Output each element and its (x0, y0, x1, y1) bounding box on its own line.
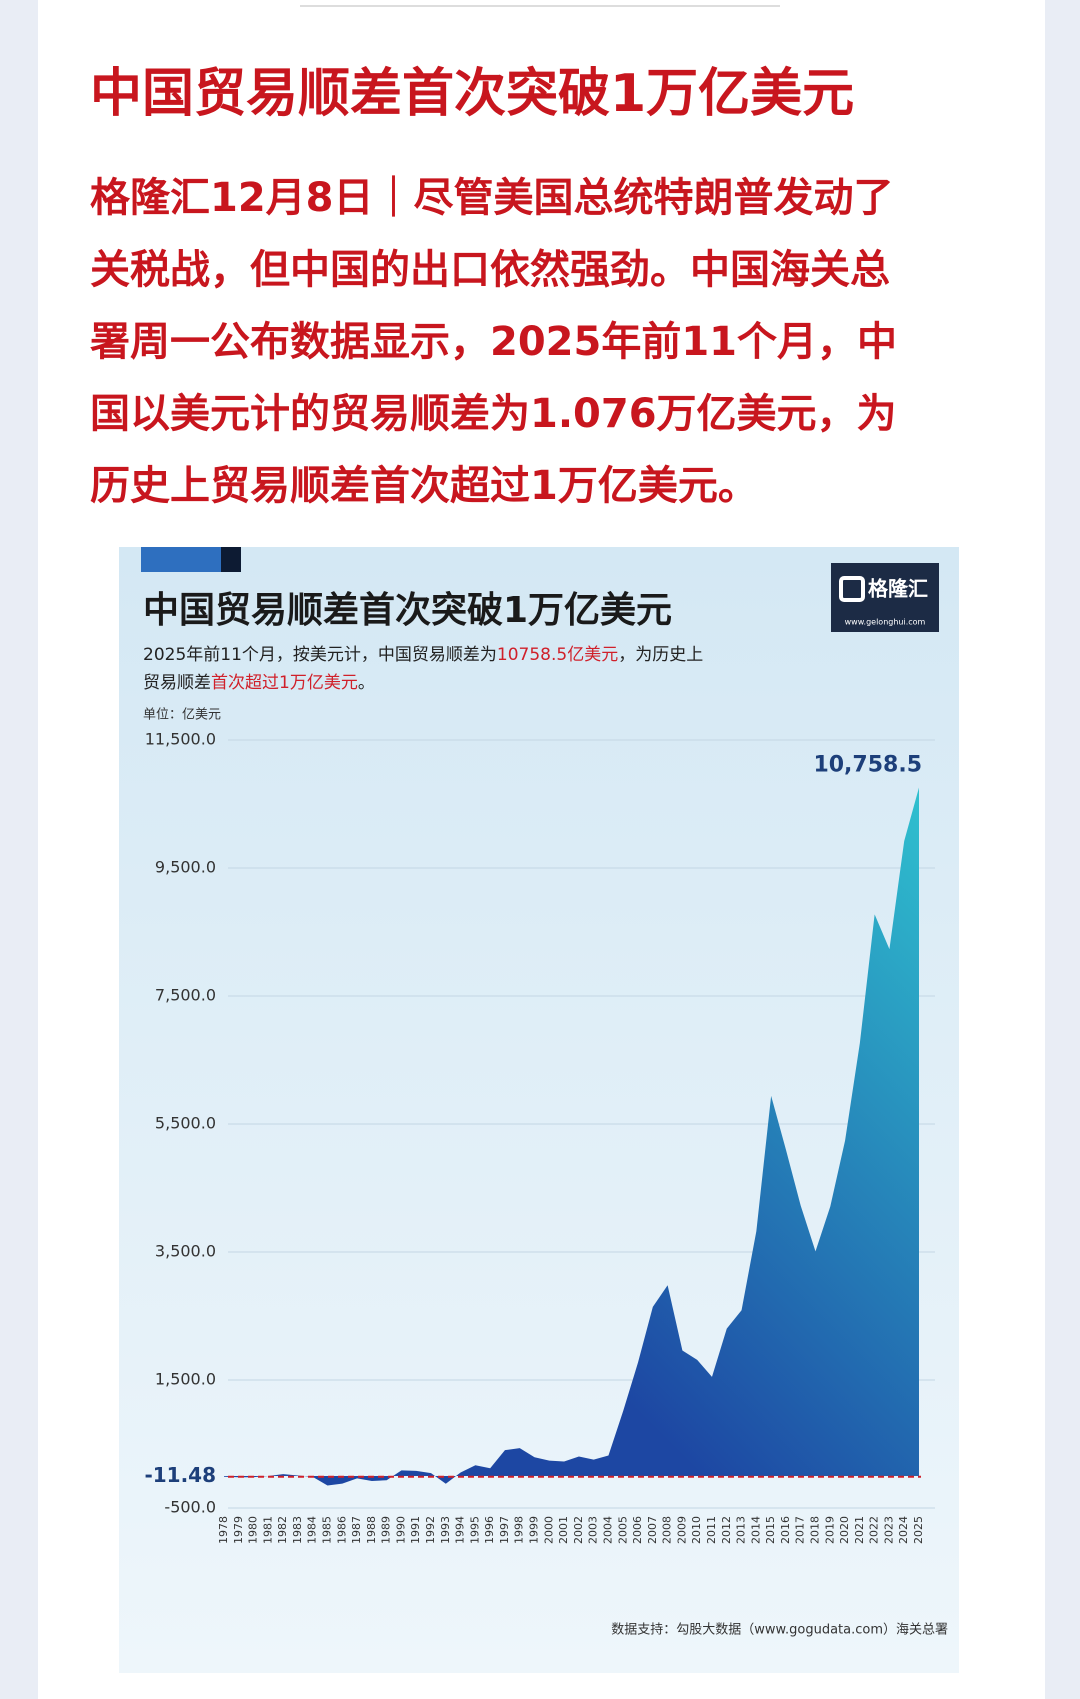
x-tick-label: 2022 (868, 1516, 881, 1544)
x-tick-label: 1979 (232, 1516, 245, 1544)
x-tick-label: 2003 (587, 1516, 600, 1544)
x-tick-label: 2014 (749, 1516, 762, 1544)
x-tick-label: 2017 (794, 1516, 807, 1544)
x-tick-label: 2019 (823, 1516, 836, 1544)
subtitle-line: 2025年前11个月，按美元计，中国贸易顺差为10758.5亿美元，为历史上 (143, 645, 703, 665)
x-tick-label: 1982 (276, 1516, 289, 1544)
x-tick-label: 2012 (720, 1516, 733, 1544)
subtitle-segment: 10758.5亿美元 (497, 645, 618, 665)
deco-bar (141, 547, 221, 572)
unit-label: 单位：亿美元 (143, 708, 221, 723)
x-tick-label: 2018 (808, 1516, 821, 1544)
x-tick-label: 1993 (439, 1516, 452, 1544)
chart-panel (119, 547, 959, 1673)
x-tick-label: 2009 (675, 1516, 688, 1544)
logo-box (831, 563, 939, 632)
x-tick-label: 2021 (853, 1516, 866, 1544)
body-line: 关税战，但中国的出口依然强劲。中国海关总 (90, 247, 890, 293)
y-tick-label: 1,500.0 (155, 1370, 216, 1389)
x-tick-label: 1995 (468, 1516, 481, 1544)
x-tick-label: 2016 (779, 1516, 792, 1544)
logo-icon (839, 576, 865, 602)
source: 数据支持：勾股大数据（www.gogudata.com）海关总署 (611, 1623, 948, 1638)
y-tick-label: 9,500.0 (155, 858, 216, 877)
x-tick-label: 2015 (764, 1516, 777, 1544)
x-tick-label: 2007 (646, 1516, 659, 1544)
x-tick-label: 2024 (897, 1516, 910, 1544)
x-tick-label: 2025 (912, 1516, 925, 1544)
body-line: 国以美元计的贸易顺差为1.076万亿美元，为 (90, 391, 897, 437)
y-tick-label: 5,500.0 (155, 1114, 216, 1133)
deco-bar (221, 547, 241, 572)
x-tick-label: 2010 (690, 1516, 703, 1544)
body-text: 格隆汇12月8日｜尽管美国总统特朗普发动了关税战，但中国的出口依然强劲。中国海关… (90, 175, 897, 509)
x-tick-label: 1991 (409, 1516, 422, 1544)
subtitle-segment: 2025年前11个月，按美元计，中国贸易顺差为 (143, 645, 497, 665)
body-line: 格隆汇12月8日｜尽管美国总统特朗普发动了 (90, 175, 894, 221)
x-tick-label: 2008 (661, 1516, 674, 1544)
x-tick-label: 1981 (261, 1516, 274, 1544)
x-tick-label: 1984 (306, 1516, 319, 1544)
x-tick-label: 1980 (247, 1516, 260, 1544)
subtitle-segment: 首次超过1万亿美元 (211, 673, 358, 693)
x-tick-label: 1992 (424, 1516, 437, 1544)
x-tick-label: 1999 (528, 1516, 541, 1544)
x-tick-label: 1996 (483, 1516, 496, 1544)
x-tick-label: 1985 (321, 1516, 334, 1544)
x-tick-label: 1983 (291, 1516, 304, 1544)
x-tick-label: 2004 (601, 1516, 614, 1544)
x-tick-label: 2013 (735, 1516, 748, 1544)
x-tick-label: 1987 (350, 1516, 363, 1544)
plot: -500.0 1,500.0 3,500.0 5,500.0 7,500.0 9,500.… (144, 730, 935, 1544)
subtitle-segment: ，为历史上 (618, 645, 703, 665)
body-line: 署周一公布数据显示，2025年前11个月，中 (90, 319, 897, 365)
y-tick-label: 11,500.0 (145, 730, 216, 749)
x-tick-label: 1989 (380, 1516, 393, 1544)
subtitle-line: 贸易顺差首次超过1万亿美元。 (143, 673, 375, 693)
value-label: 10,758.5 (813, 752, 922, 777)
subtitle-segment: 。 (358, 673, 375, 693)
x-tick-label: 1986 (335, 1516, 348, 1544)
x-tick-label: 2020 (838, 1516, 851, 1544)
chart-title: 中国贸易顺差首次突破1万亿美元 (143, 590, 672, 631)
x-tick-label: 1990 (394, 1516, 407, 1544)
x-tick-label: 2023 (882, 1516, 895, 1544)
x-tick-label: 1997 (498, 1516, 511, 1544)
area (224, 787, 919, 1486)
logo-name: 格隆汇 (868, 577, 928, 601)
body-line: 历史上贸易顺差首次超过1万亿美元。 (90, 463, 758, 509)
x-tick-label: 2000 (542, 1516, 555, 1544)
y-tick-label: 7,500.0 (155, 986, 216, 1005)
x-tick-label: 2006 (631, 1516, 644, 1544)
x-tick-label: 2011 (705, 1516, 718, 1544)
value-label: -11.48 (144, 1463, 216, 1487)
y-tick-label: 3,500.0 (155, 1242, 216, 1261)
x-tick-label: 1998 (513, 1516, 526, 1544)
x-tick-label: 2001 (557, 1516, 570, 1544)
logo-url: www.gelonghui.com (845, 618, 926, 627)
x-tick-label: 2005 (616, 1516, 629, 1544)
x-tick-label: 1978 (217, 1516, 230, 1544)
y-tick-label: -500.0 (164, 1498, 216, 1517)
x-tick-label: 1994 (454, 1516, 467, 1544)
x-tick-label: 1988 (365, 1516, 378, 1544)
subtitle-segment: 贸易顺差 (143, 673, 211, 693)
headline: 中国贸易顺差首次突破1万亿美元 (90, 64, 854, 124)
x-tick-label: 2002 (572, 1516, 585, 1544)
